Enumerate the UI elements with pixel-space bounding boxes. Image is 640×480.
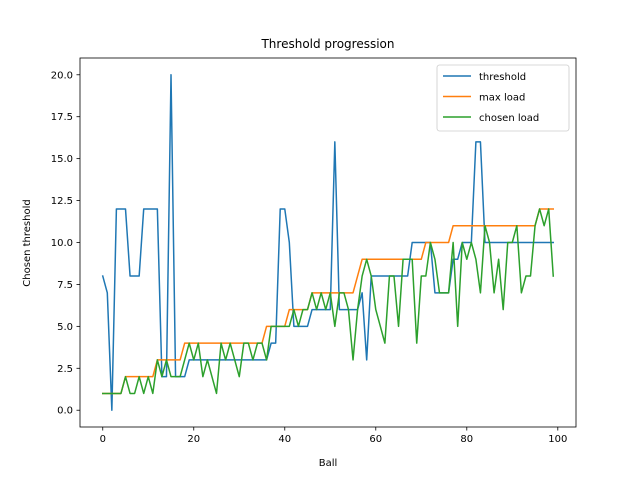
x-tick-label: 80 (460, 434, 473, 445)
chart-title: Threshold progression (260, 37, 394, 51)
y-tick-label: 15.0 (51, 154, 73, 165)
x-tick-label: 100 (548, 434, 567, 445)
x-tick-label: 60 (369, 434, 382, 445)
y-axis-label: Chosen threshold (22, 199, 33, 286)
x-axis: 0 20 40 60 80 100 (100, 427, 567, 445)
legend-box (436, 64, 570, 132)
y-tick-label: 10.0 (51, 238, 73, 249)
y-tick-label: 0.0 (57, 406, 73, 417)
y-tick-label: 5.0 (57, 322, 73, 333)
legend-label: max load (479, 93, 525, 104)
y-axis: 0.0 2.5 5.0 7.5 10.0 12.5 15.0 17.5 20.0 (51, 70, 80, 417)
y-tick-label: 17.5 (51, 112, 73, 123)
y-tick-label: 2.5 (57, 364, 73, 375)
series-layer (101, 74, 555, 411)
x-axis-label: Ball (319, 458, 338, 469)
x-tick-label: 20 (187, 434, 200, 445)
series-line-max-load (102, 208, 554, 395)
y-tick-label: 20.0 (51, 70, 73, 81)
legend: threshold max load chosen load (436, 64, 570, 132)
y-tick-label: 7.5 (57, 280, 73, 291)
legend-label: chosen load (479, 113, 539, 124)
legend-label: threshold (479, 72, 526, 83)
x-tick-label: 0 (100, 434, 106, 445)
series-line-chosen-load (102, 208, 555, 395)
y-tick-label: 12.5 (51, 196, 73, 207)
x-tick-label: 40 (278, 434, 291, 445)
